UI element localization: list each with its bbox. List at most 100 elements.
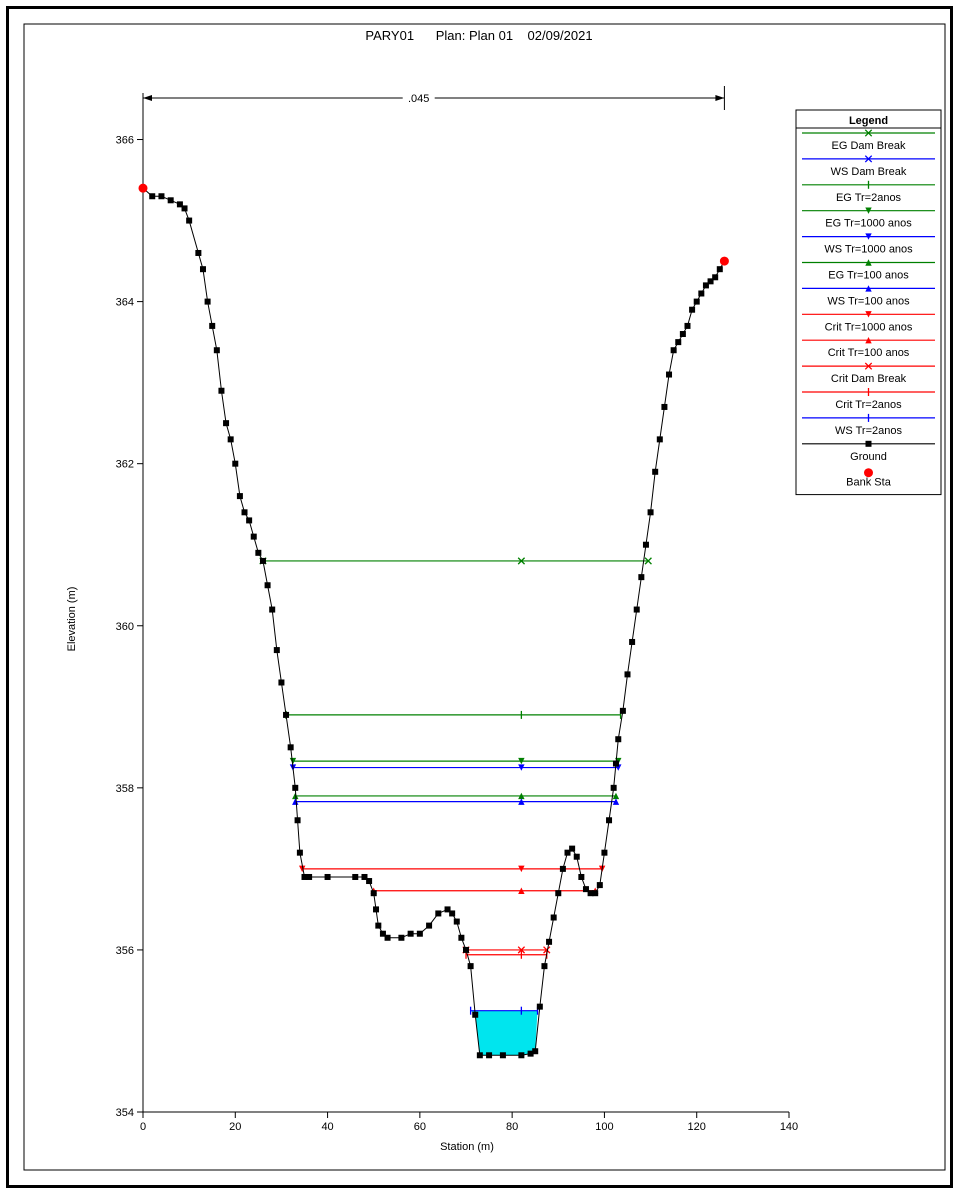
ground-point — [702, 282, 709, 289]
ground-point — [352, 873, 359, 880]
ground-point — [366, 878, 373, 885]
legend-marker-crit-tr-1000-anos — [865, 311, 872, 318]
ground-point — [666, 371, 673, 378]
legend-label-eg-tr-2anos: EG Tr=2anos — [836, 192, 902, 204]
legend-marker-eg-dam-break — [864, 129, 873, 137]
ground-point — [684, 322, 691, 329]
ground-point — [619, 707, 626, 714]
ground-point — [652, 468, 659, 475]
marker-crit-tr-1000-anos-0 — [298, 865, 306, 873]
ground-point — [458, 934, 465, 941]
ground-point — [693, 298, 700, 305]
ground-point — [615, 736, 622, 743]
y-tick-label: 358 — [116, 783, 134, 795]
marker-ws-tr-100-anos-0 — [292, 798, 299, 805]
ground-point — [463, 946, 469, 953]
ground-point — [689, 306, 696, 313]
y-tick-label: 356 — [116, 945, 134, 957]
ground-point — [629, 638, 636, 645]
ground-series — [138, 183, 729, 1059]
x-tick-label: 140 — [780, 1121, 798, 1133]
marker-crit-dam-break-1-b — [517, 946, 526, 954]
ground-point — [195, 249, 202, 256]
ground-point — [209, 322, 216, 329]
ground-point — [241, 509, 248, 516]
ground-point — [546, 938, 553, 945]
ground-point — [486, 1052, 493, 1059]
legend-title: Legend — [849, 115, 888, 127]
legend-marker-ws-tr-1000-anos — [865, 233, 872, 240]
ground-point — [612, 760, 619, 767]
y-tick-label: 360 — [116, 621, 134, 633]
ground-point — [255, 549, 262, 556]
ground-point — [472, 1011, 479, 1018]
ground-point — [633, 606, 640, 613]
marker-ws-tr-100-anos-2 — [612, 798, 620, 805]
legend-marker-crit-dam-break — [864, 362, 873, 370]
x-tick-label: 0 — [140, 1121, 146, 1133]
marker-crit-dam-break-2 — [543, 946, 551, 954]
marker-eg-tr-1000-anos-0 — [289, 757, 297, 765]
legend-marker-ws-dam-break-b — [864, 155, 873, 163]
y-tick-label: 362 — [116, 459, 134, 471]
ground-point — [606, 817, 613, 824]
ground-point — [587, 890, 594, 897]
marker-eg-tr-1000-anos-1 — [518, 757, 525, 765]
legend-marker-eg-tr-1000-anos — [865, 207, 872, 214]
ground-point — [264, 582, 271, 589]
ground-point — [550, 914, 557, 921]
ground-point — [204, 298, 211, 305]
marker-ws-tr-100-anos-1 — [518, 798, 525, 805]
chart-title: PARY01 Plan: Plan 01 02/09/2021 — [365, 28, 592, 43]
ground-point — [435, 910, 442, 917]
ground-point — [278, 679, 285, 686]
ground-point — [398, 934, 405, 941]
legend-label-crit-dam-break: Crit Dam Break — [831, 373, 907, 385]
ground-point — [716, 266, 723, 273]
y-tick-label: 364 — [116, 297, 134, 309]
ground-point — [426, 922, 433, 929]
legend-label-eg-dam-break: EG Dam Break — [832, 140, 906, 152]
legend-marker-crit-tr-100-anos — [865, 337, 872, 344]
ground-point — [294, 817, 301, 824]
ground-point — [536, 1003, 543, 1010]
marker-eg-dam-break-2-b — [644, 557, 652, 565]
ground-point — [232, 460, 239, 467]
ground-point — [578, 873, 585, 880]
marker-eg-dam-break-1-b — [517, 557, 526, 565]
ground-point — [176, 201, 183, 208]
marker-ws-tr-1000-anos-1 — [518, 764, 525, 771]
ground-point — [499, 1052, 506, 1059]
y-tick-label: 354 — [116, 1107, 134, 1119]
x-tick-label: 100 — [595, 1121, 613, 1133]
ground-point — [218, 387, 225, 394]
x-tick-label: 60 — [414, 1121, 426, 1133]
legend-label-crit-tr-100-anos: Crit Tr=100 anos — [828, 347, 910, 359]
ground-point — [444, 906, 451, 913]
ground-point — [384, 934, 391, 941]
legend: Legend EG Dam Break WS Dam Break EG Tr=2ano… — [795, 109, 942, 496]
ground-point — [223, 420, 230, 427]
legend-marker-eg-dam-break-b — [864, 129, 873, 137]
ground-point — [407, 930, 414, 937]
ground-point — [712, 274, 719, 281]
roughness-label-bg — [402, 90, 435, 104]
water-fill — [470, 1010, 538, 1056]
ground-point — [573, 853, 580, 860]
ground-point — [287, 744, 294, 751]
axes: 0 20 40 60 80 100 120 140 354 356 358 360 362 364 366 — [116, 93, 798, 1133]
ground-point — [610, 784, 617, 791]
ground-point — [564, 849, 571, 856]
ground-point — [181, 205, 188, 212]
legend-box — [795, 109, 942, 496]
ground-point — [373, 906, 380, 913]
ground-point — [467, 963, 474, 970]
ground-point — [416, 930, 423, 937]
water-fill-area — [470, 1010, 538, 1056]
ground-point — [596, 882, 603, 889]
ground-point — [601, 849, 608, 856]
ground-point — [592, 890, 599, 897]
ground-point — [559, 865, 566, 872]
ground-point — [527, 1050, 534, 1057]
x-tick-label: 120 — [688, 1121, 706, 1133]
